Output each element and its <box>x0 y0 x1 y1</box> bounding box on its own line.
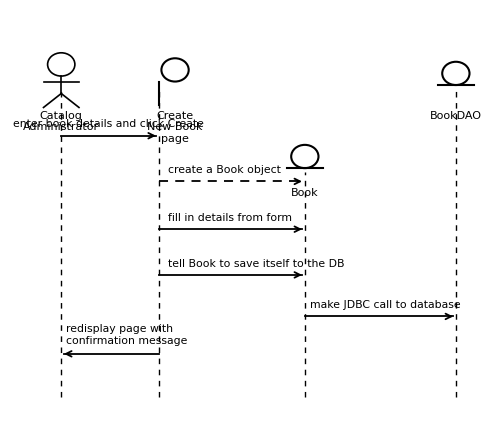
Text: Catalog
Administrator: Catalog Administrator <box>23 111 100 132</box>
Text: fill in details from form: fill in details from form <box>168 213 292 223</box>
Text: enter book details and click Create: enter book details and click Create <box>12 120 203 130</box>
Text: Create
New Book
page: Create New Book page <box>148 111 203 144</box>
Text: redisplay page with
confirmation message: redisplay page with confirmation message <box>66 324 188 346</box>
Text: create a Book object: create a Book object <box>168 165 281 175</box>
Text: Book: Book <box>291 188 318 198</box>
Text: make JDBC call to database: make JDBC call to database <box>310 300 460 310</box>
Text: BookDAO: BookDAO <box>430 111 482 121</box>
Text: tell Book to save itself to the DB: tell Book to save itself to the DB <box>168 258 345 269</box>
